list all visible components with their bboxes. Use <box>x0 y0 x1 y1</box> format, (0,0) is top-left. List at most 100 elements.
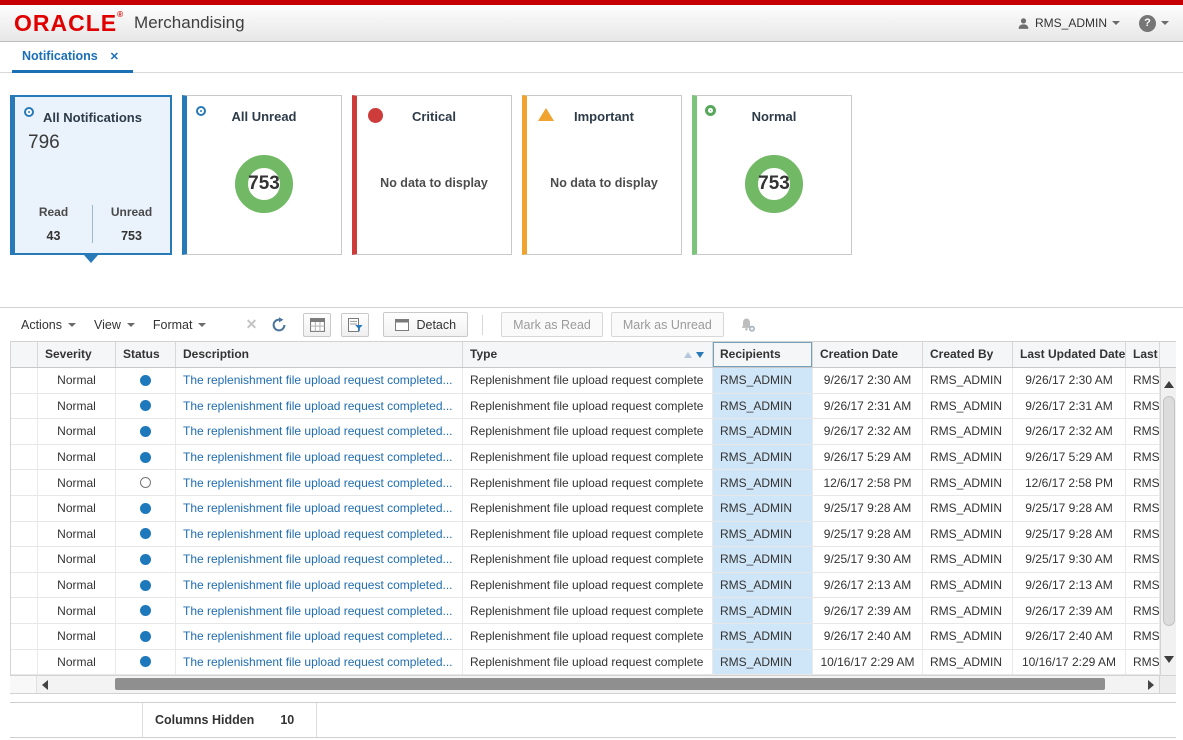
recipients-cell: RMS_ADMIN <box>713 623 813 649</box>
last-updated-by-cell: RMS <box>1126 419 1160 444</box>
col-header-created-by[interactable]: Created By <box>923 342 1013 367</box>
triangle-up-icon <box>1164 380 1174 388</box>
table-row[interactable]: Normal The replenishment file upload req… <box>11 521 1160 548</box>
table-row[interactable]: Normal The replenishment file upload req… <box>11 598 1160 624</box>
description-link[interactable]: The replenishment file upload request co… <box>176 495 463 521</box>
table-row[interactable]: Normal The replenishment file upload req… <box>11 623 1160 650</box>
card-important[interactable]: Important No data to display <box>522 95 682 255</box>
type-cell: Replenishment file upload request comple… <box>463 521 713 547</box>
row-gutter-cell <box>11 521 38 547</box>
description-link[interactable]: The replenishment file upload request co… <box>176 393 463 419</box>
card-normal[interactable]: Normal 753 <box>692 95 852 255</box>
refresh-button[interactable] <box>265 313 293 337</box>
help-menu[interactable]: ? <box>1139 14 1169 32</box>
triangle-left-icon <box>42 679 48 690</box>
status-icon <box>140 630 151 642</box>
chevron-down-icon <box>1161 21 1169 25</box>
vertical-scrollbar[interactable] <box>1160 368 1176 675</box>
description-link[interactable]: The replenishment file upload request co… <box>176 368 463 393</box>
description-link[interactable]: The replenishment file upload request co… <box>176 444 463 470</box>
recipients-cell: RMS_ADMIN <box>713 521 813 547</box>
description-link[interactable]: The replenishment file upload request co… <box>176 572 463 598</box>
creation-date-cell: 9/25/17 9:30 AM <box>813 547 923 572</box>
tab-notifications[interactable]: Notifications ✕ <box>12 43 133 73</box>
col-header-description[interactable]: Description <box>176 342 463 367</box>
col-header-severity[interactable]: Severity <box>38 342 116 367</box>
actions-menu[interactable]: Actions <box>12 314 85 336</box>
table-row[interactable]: Normal The replenishment file upload req… <box>11 649 1160 675</box>
horizontal-scrollbar-thumb[interactable] <box>115 678 1105 690</box>
read-stat: Read 43 <box>15 205 92 243</box>
vertical-scrollbar-thumb[interactable] <box>1163 396 1175 626</box>
scroll-down-button[interactable] <box>1161 651 1176 667</box>
no-data-text: No data to display <box>380 176 488 190</box>
mark-as-read-button[interactable]: Mark as Read <box>501 312 603 337</box>
col-header-last-updated-date[interactable]: Last Updated Date <box>1013 342 1126 367</box>
status-icon <box>140 425 151 437</box>
user-menu[interactable]: RMS_ADMIN <box>1017 16 1120 30</box>
col-header-last-updated-by[interactable]: Last <box>1126 342 1160 367</box>
mark-as-unread-button[interactable]: Mark as Unread <box>610 312 724 337</box>
recipients-cell: RMS_ADMIN <box>713 547 813 572</box>
normal-radio-icon <box>708 108 713 113</box>
table-row[interactable]: Normal The replenishment file upload req… <box>11 470 1160 496</box>
freeze-button[interactable] <box>303 312 332 337</box>
create-notification-button[interactable] <box>734 313 762 337</box>
delete-button[interactable]: ✕ <box>237 313 265 337</box>
scroll-up-button[interactable] <box>1161 376 1176 392</box>
radio-selected-icon <box>26 109 32 115</box>
table-row[interactable]: Normal The replenishment file upload req… <box>11 393 1160 420</box>
created-by-cell: RMS_ADMIN <box>923 572 1013 598</box>
last-updated-date-cell: 9/26/17 2:32 AM <box>1013 419 1126 444</box>
severity-cell: Normal <box>38 649 116 675</box>
query-by-example-button[interactable] <box>341 312 370 337</box>
description-link[interactable]: The replenishment file upload request co… <box>176 521 463 547</box>
sort-icons <box>684 351 704 358</box>
recipients-cell: RMS_ADMIN <box>713 598 813 623</box>
table-row[interactable]: Normal The replenishment file upload req… <box>11 547 1160 573</box>
description-link[interactable]: The replenishment file upload request co… <box>176 598 463 623</box>
created-by-cell: RMS_ADMIN <box>923 623 1013 649</box>
type-cell: Replenishment file upload request comple… <box>463 470 713 495</box>
tab-close-icon[interactable]: ✕ <box>109 50 119 63</box>
created-by-cell: RMS_ADMIN <box>923 393 1013 419</box>
card-all-unread[interactable]: All Unread 753 <box>182 95 342 255</box>
sort-ascending-icon[interactable] <box>684 351 692 358</box>
last-updated-by-cell: RMS <box>1126 495 1160 521</box>
view-menu[interactable]: View <box>85 314 144 336</box>
col-header-recipients[interactable]: Recipients <box>713 342 813 367</box>
table-row[interactable]: Normal The replenishment file upload req… <box>11 495 1160 522</box>
table-row[interactable]: Normal The replenishment file upload req… <box>11 572 1160 599</box>
description-link[interactable]: The replenishment file upload request co… <box>176 470 463 495</box>
table-row[interactable]: Normal The replenishment file upload req… <box>11 444 1160 471</box>
description-link[interactable]: The replenishment file upload request co… <box>176 547 463 572</box>
col-header-status[interactable]: Status <box>116 342 176 367</box>
scroll-left-button[interactable] <box>37 676 53 693</box>
notification-total-count: 796 <box>28 132 60 153</box>
description-link[interactable]: The replenishment file upload request co… <box>176 419 463 444</box>
last-updated-date-cell: 12/6/17 2:58 PM <box>1013 470 1126 495</box>
sort-descending-icon[interactable] <box>696 351 704 358</box>
card-critical[interactable]: Critical No data to display <box>352 95 512 255</box>
col-header-type[interactable]: Type <box>463 342 713 367</box>
scroll-right-button[interactable] <box>1143 676 1159 693</box>
last-updated-date-cell: 9/26/17 2:30 AM <box>1013 368 1126 393</box>
description-link[interactable]: The replenishment file upload request co… <box>176 649 463 675</box>
creation-date-cell: 9/25/17 9:28 AM <box>813 521 923 547</box>
severity-cell: Normal <box>38 470 116 495</box>
type-cell: Replenishment file upload request comple… <box>463 623 713 649</box>
horizontal-scrollbar[interactable] <box>37 676 1159 693</box>
recipients-cell: RMS_ADMIN <box>713 368 813 393</box>
card-all-notifications[interactable]: All Notifications 796 Read 43 Unread 753 <box>10 95 172 255</box>
format-menu[interactable]: Format <box>144 314 216 336</box>
table-row[interactable]: Normal The replenishment file upload req… <box>11 368 1160 394</box>
detach-button[interactable]: Detach <box>383 312 469 337</box>
table-row[interactable]: Normal The replenishment file upload req… <box>11 419 1160 445</box>
status-cell <box>116 547 176 572</box>
severity-cell: Normal <box>38 419 116 444</box>
description-link[interactable]: The replenishment file upload request co… <box>176 623 463 649</box>
type-cell: Replenishment file upload request comple… <box>463 495 713 521</box>
severity-cell: Normal <box>38 393 116 419</box>
col-header-creation-date[interactable]: Creation Date <box>813 342 923 367</box>
recipients-cell: RMS_ADMIN <box>713 393 813 419</box>
